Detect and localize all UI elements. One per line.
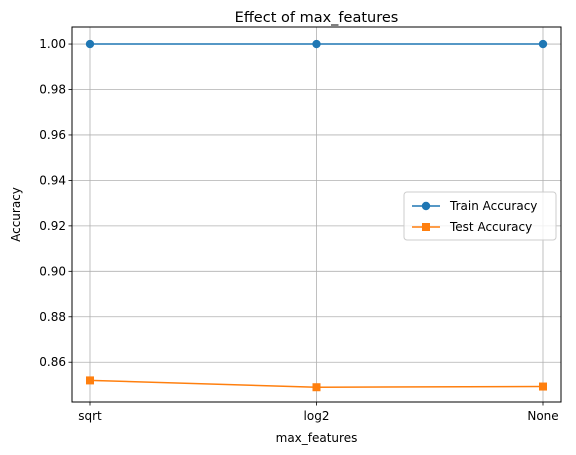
y-tick-label: 0.98: [39, 83, 66, 97]
y-axis-label: Accuracy: [9, 187, 23, 242]
legend-box: [403, 191, 557, 241]
ticks: 0.86 0.88 0.90 0.92 0.94 0.96 0.98 1.00 sqrt log2…: [39, 37, 558, 423]
y-tick-label: 0.86: [39, 355, 66, 369]
legend: Train Accuracy Test Accuracy: [403, 191, 557, 241]
x-tick-label: log2: [304, 409, 330, 423]
y-tick-label: 0.90: [39, 264, 66, 278]
data-point-circle: [538, 39, 548, 49]
legend-marker-square: [422, 223, 430, 231]
chart-title: Effect of max_features: [235, 10, 399, 26]
data-point-square: [539, 382, 547, 391]
series-layer: [85, 39, 548, 392]
x-tick-label: sqrt: [78, 409, 102, 423]
y-tick-label: 0.94: [39, 173, 66, 187]
data-point-square: [86, 376, 94, 385]
data-point-square: [312, 383, 321, 392]
legend-label: Train Accuracy: [449, 199, 537, 213]
y-tick-label: 0.96: [39, 128, 66, 142]
legend-marker-circle: [421, 201, 431, 211]
y-tick-label: 0.92: [39, 219, 66, 233]
legend-label: Test Accuracy: [449, 220, 532, 234]
data-point-circle: [85, 39, 95, 49]
y-tick-label: 1.00: [39, 37, 66, 51]
x-axis-label: max_features: [276, 431, 358, 445]
data-point-circle: [312, 39, 321, 49]
y-tick-label: 0.88: [39, 310, 66, 324]
x-tick-label: None: [527, 409, 558, 423]
